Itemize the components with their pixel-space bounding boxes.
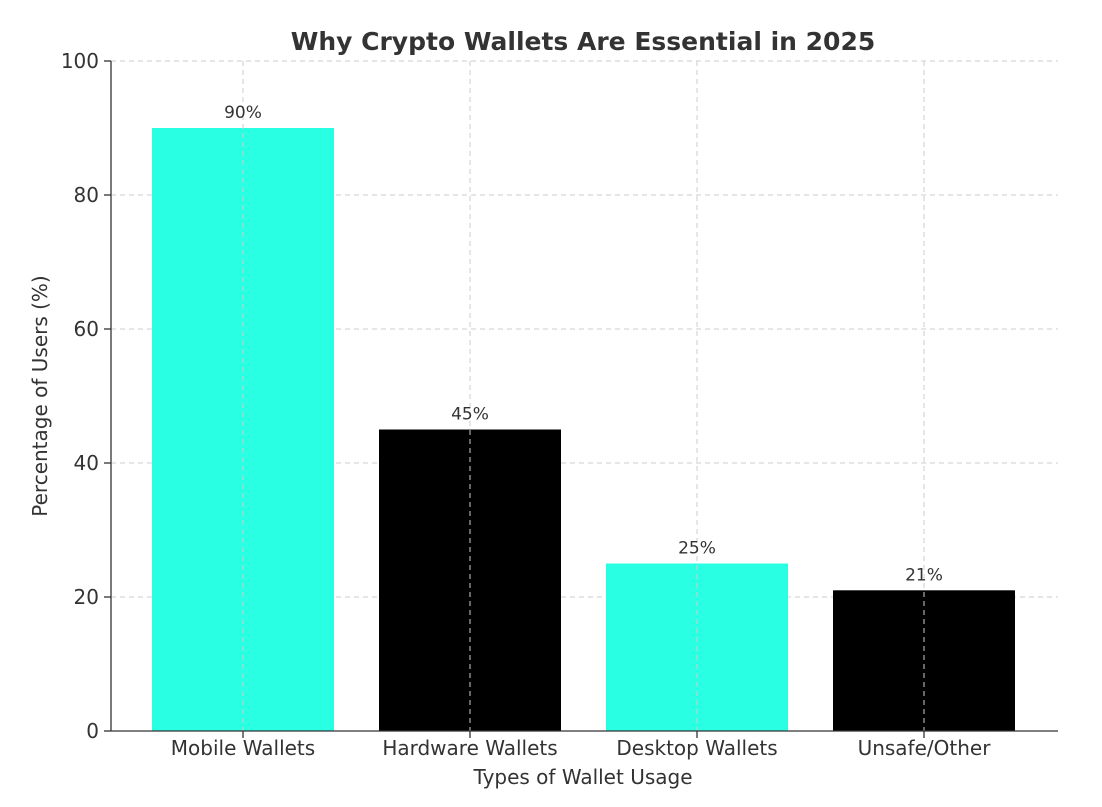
data-label: 25% [678,539,716,559]
x-tick-label: Desktop Wallets [616,736,777,760]
x-tick-label: Mobile Wallets [171,736,315,760]
axes [104,60,1058,738]
y-tick-label: 40 [74,451,99,475]
data-label: 90% [224,103,262,123]
bars [152,128,1015,731]
y-tick-label: 80 [74,183,99,207]
x-axis-label: Types of Wallet Usage [472,765,692,789]
y-tick-label: 100 [61,49,99,73]
x-tick-label: Hardware Wallets [382,736,557,760]
y-tick-label: 20 [74,585,99,609]
y-tick-label: 0 [86,719,99,743]
x-tick-label: Unsafe/Other [858,736,992,760]
y-tick-label: 60 [74,317,99,341]
y-axis-label: Percentage of Users (%) [28,275,52,516]
data-label: 21% [905,565,943,585]
data-label: 45% [451,405,489,425]
chart-title: Why Crypto Wallets Are Essential in 2025 [291,27,876,56]
tick-labels: 0 20 40 60 80 100 90% 45% 25% 21% Mobile Wallets Ha… [61,49,991,760]
